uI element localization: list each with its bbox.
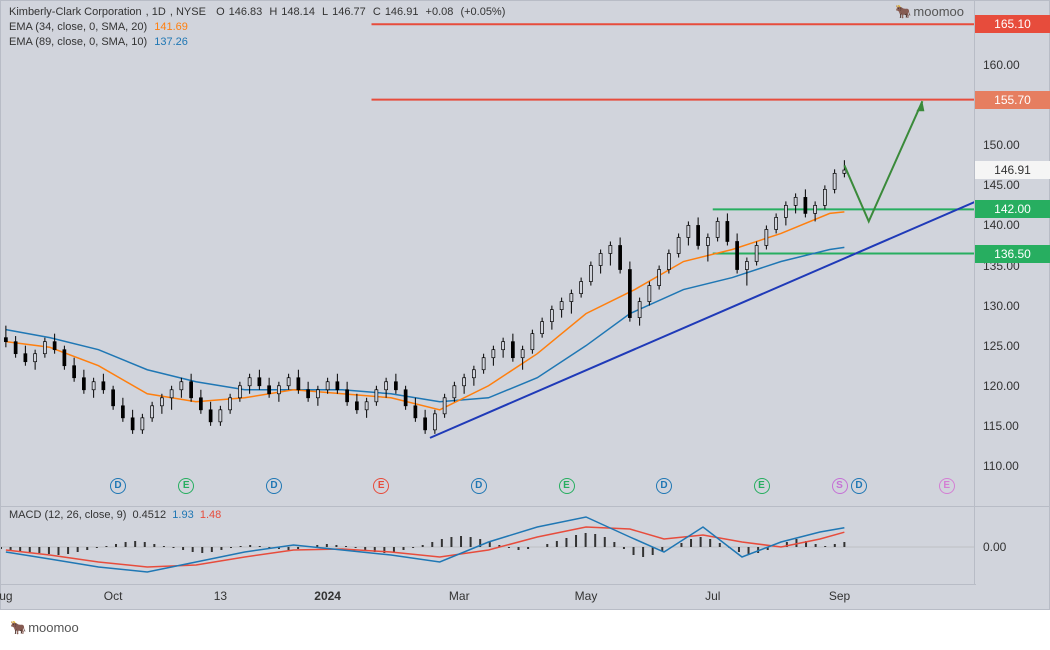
ohlc-high: 148.14 xyxy=(281,6,315,18)
event-marker[interactable]: S xyxy=(832,478,848,494)
event-marker[interactable]: D xyxy=(110,478,126,494)
ema2-value: 137.26 xyxy=(154,36,188,48)
time-tick: 2024 xyxy=(314,589,341,603)
symbol-name[interactable]: Kimberly-Clark Corporation xyxy=(9,6,142,18)
moomoo-text: moomoo xyxy=(913,4,964,19)
price-tick: 150.00 xyxy=(983,138,1020,152)
macd-indicator[interactable]: MACD (12, 26, close, 9) 0.4512 1.93 1.48 xyxy=(1,506,976,586)
ohlc-o-label: O xyxy=(216,6,225,18)
ohlc-low: 146.77 xyxy=(332,6,366,18)
price-change-pct: (+0.05%) xyxy=(460,6,505,18)
price-level-label: 142.00 xyxy=(975,200,1050,218)
price-axis[interactable]: 110.00115.00120.00125.00130.00135.00140.… xyxy=(974,1,1049,506)
footer: 🐂moomoo xyxy=(0,610,1050,650)
ohlc-h-label: H xyxy=(269,6,277,18)
event-marker[interactable]: D xyxy=(656,478,672,494)
ema2-label[interactable]: EMA (89, close, 0, SMA, 10) xyxy=(9,36,147,48)
event-marker[interactable]: E xyxy=(373,478,389,494)
event-marker[interactable]: D xyxy=(471,478,487,494)
time-axis[interactable]: ug Oct 13 2024 Mar May Jul Sep xyxy=(1,584,976,609)
macd-label[interactable]: MACD (12, 26, close, 9) xyxy=(9,509,126,521)
time-tick: ug xyxy=(0,589,13,603)
price-chart[interactable]: DEDEDEDESDE xyxy=(1,1,976,506)
ohlc-close: 146.91 xyxy=(385,6,419,18)
time-tick: Sep xyxy=(829,589,850,603)
time-tick: Oct xyxy=(104,589,123,603)
time-tick: May xyxy=(575,589,598,603)
price-tick: 110.00 xyxy=(983,459,1019,473)
event-marker[interactable]: E xyxy=(178,478,194,494)
moomoo-icon: 🐂 xyxy=(10,620,26,635)
ohlc-open: 146.83 xyxy=(229,6,263,18)
event-marker[interactable]: D xyxy=(851,478,867,494)
price-tick: 140.00 xyxy=(983,218,1020,232)
macd-val1: 0.4512 xyxy=(133,509,167,521)
price-level-label: 136.50 xyxy=(975,245,1050,263)
macd-header: MACD (12, 26, close, 9) 0.4512 1.93 1.48 xyxy=(9,509,221,521)
price-tick: 145.00 xyxy=(983,178,1020,192)
ohlc-c-label: C xyxy=(373,6,381,18)
moomoo-icon: 🐂 xyxy=(895,4,911,19)
event-marker[interactable]: D xyxy=(266,478,282,494)
ohlc-l-label: L xyxy=(322,6,328,18)
chart-header: Kimberly-Clark Corporation, 1D, NYSE O14… xyxy=(9,5,509,50)
price-tick: 160.00 xyxy=(983,58,1020,72)
timeframe[interactable]: 1D xyxy=(152,6,166,18)
price-tick: 120.00 xyxy=(983,379,1020,393)
price-level-label: 146.91 xyxy=(975,161,1050,179)
ema1-label[interactable]: EMA (34, close, 0, SMA, 20) xyxy=(9,21,147,33)
price-level-label: 155.70 xyxy=(975,91,1050,109)
price-tick: 115.00 xyxy=(983,419,1019,433)
price-level-label: 165.10 xyxy=(975,15,1050,33)
time-tick: Mar xyxy=(449,589,470,603)
event-marker[interactable]: E xyxy=(559,478,575,494)
macd-val3: 1.48 xyxy=(200,509,221,521)
macd-tick: 0.00 xyxy=(983,540,1006,554)
macd-axis[interactable]: 0.00 xyxy=(974,506,1049,586)
price-tick: 130.00 xyxy=(983,299,1020,313)
ema1-value: 141.69 xyxy=(154,21,188,33)
footer-logo-text: moomoo xyxy=(28,620,79,635)
time-tick: Jul xyxy=(705,589,720,603)
time-tick: 13 xyxy=(214,589,227,603)
event-marker[interactable]: E xyxy=(754,478,770,494)
macd-val2: 1.93 xyxy=(172,509,193,521)
event-marker[interactable]: E xyxy=(939,478,955,494)
chart-container: Kimberly-Clark Corporation, 1D, NYSE O14… xyxy=(0,0,1050,610)
price-tick: 125.00 xyxy=(983,339,1020,353)
footer-logo: 🐂moomoo xyxy=(10,620,79,636)
price-change: +0.08 xyxy=(426,6,454,18)
exchange: NYSE xyxy=(176,6,206,18)
moomoo-logo: 🐂moomoo xyxy=(895,4,964,20)
